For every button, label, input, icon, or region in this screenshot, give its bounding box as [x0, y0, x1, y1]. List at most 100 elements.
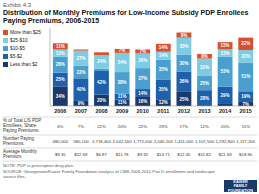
bar [156, 52, 171, 60]
data-label: 8% [201, 54, 208, 59]
data-label: 53% [221, 69, 230, 74]
table-cell: 1,117,200 [236, 139, 255, 144]
data-label: 13% [221, 51, 230, 56]
text-line: KAISER [233, 180, 248, 184]
x-tick-label: 2006 [54, 108, 66, 114]
bar [115, 72, 130, 93]
data-label: 25% [179, 97, 188, 102]
bar [73, 78, 88, 101]
data-label: 14% [138, 91, 147, 96]
data-label: 11% [56, 44, 65, 49]
data-label: 25% [56, 77, 65, 82]
x-tick-label: 2009 [116, 108, 128, 114]
bar [53, 87, 68, 106]
bar [176, 55, 191, 72]
data-label: 25% [200, 81, 209, 86]
data-label: 28% [200, 96, 209, 101]
y-axis-line [50, 28, 51, 106]
title: Distribution of Monthly Premiums for Low… [3, 9, 248, 25]
data-labels: 34%9%20%11%16%12%25%7%25%40%42%11%14%35%… [56, 33, 250, 107]
table-rule [3, 148, 257, 149]
bar [218, 49, 233, 56]
data-label: 13% [221, 43, 230, 48]
chart: Exhibit 4.3Distribution of Monthly Premi… [0, 0, 259, 194]
bar [176, 92, 191, 106]
logo-box [224, 180, 257, 192]
table-cell: $12.45 [177, 152, 191, 157]
data-label: 27% [76, 56, 85, 61]
table-cell: 1,107,500 [195, 139, 215, 144]
table-cell: $21.83 [219, 152, 233, 157]
legend-label: $25-$10 [10, 38, 28, 43]
bar [218, 87, 233, 103]
data-label: 26% [138, 58, 147, 63]
data-label: 22% [241, 41, 250, 46]
x-axis-line [50, 106, 256, 107]
text-line: Premiums: [3, 141, 25, 146]
x-tick-label: 2010 [137, 108, 149, 114]
data-label: 12% [159, 100, 168, 105]
text-line: NOTE: PDP is prescription drug plan. [3, 163, 74, 168]
bar [135, 53, 150, 68]
data-label: 16% [138, 99, 147, 104]
bar [197, 90, 212, 106]
bar [238, 62, 253, 91]
bar [197, 54, 212, 59]
x-tick-label: 2015 [240, 108, 252, 114]
data-label: 9% [78, 101, 85, 106]
table-cell: $9.35 [137, 152, 148, 157]
bar [115, 49, 130, 53]
text-line: Premium: [3, 154, 22, 159]
table-rule [3, 161, 257, 162]
data-label: 31% [200, 65, 209, 70]
bar [73, 101, 88, 106]
data-label: 22% [241, 54, 250, 59]
table-rule [3, 135, 257, 136]
legend-label: $10-$5 [10, 46, 25, 51]
bar [135, 68, 150, 89]
data-label: 22% [76, 70, 85, 75]
row-label: Average MonthlyPremium: [3, 149, 37, 159]
bar [238, 38, 253, 50]
row-label: % of Total LIS PDPEnrollees, SharePaying… [3, 118, 41, 133]
table-cell: $9.35 [55, 152, 66, 157]
table-cell: $22.69 [74, 152, 88, 157]
legend-label: $5-$2 [10, 54, 23, 59]
data-label: 38% [118, 80, 127, 85]
table-cell: $18.90 [239, 152, 253, 157]
text-line: SOURCE: Georgetown/Kaiser Family Foundat… [3, 169, 215, 174]
text-line: FAMILY [234, 184, 248, 188]
legend-label: Less than $2 [10, 62, 38, 67]
data-label: 36% [179, 79, 188, 84]
bar [197, 76, 212, 90]
data-label: 9% [181, 33, 188, 38]
table-cell: 2,040,100 [154, 139, 174, 144]
data-label: 29% [221, 93, 230, 98]
bars [53, 33, 253, 106]
bar [238, 91, 253, 102]
bar [156, 79, 171, 99]
bar [156, 60, 171, 80]
bar [53, 49, 68, 56]
data-label: 30% [179, 61, 188, 66]
text-line: source files. [3, 174, 26, 179]
x-tick-label: 2007 [75, 108, 87, 114]
x-tick-label: 2013 [198, 108, 210, 114]
table-cell: 7% [78, 124, 84, 129]
data-label: 37% [138, 76, 147, 81]
x-tick-label: 2014 [219, 108, 232, 114]
bar [94, 55, 109, 69]
bar [115, 94, 130, 100]
bar [197, 59, 212, 77]
bar [156, 44, 171, 52]
bar [176, 38, 191, 55]
footnote: NOTE: PDP is prescription drug plan. [3, 163, 74, 168]
data-label: 14% [159, 53, 168, 58]
bar [156, 99, 171, 106]
data-label: 51% [241, 74, 250, 79]
table-cell: 1,411,000 [175, 139, 194, 144]
row-label: Number PayingPremiums: [3, 136, 35, 146]
bar [218, 103, 233, 106]
bar [94, 52, 109, 55]
data-label: 40% [76, 87, 85, 92]
